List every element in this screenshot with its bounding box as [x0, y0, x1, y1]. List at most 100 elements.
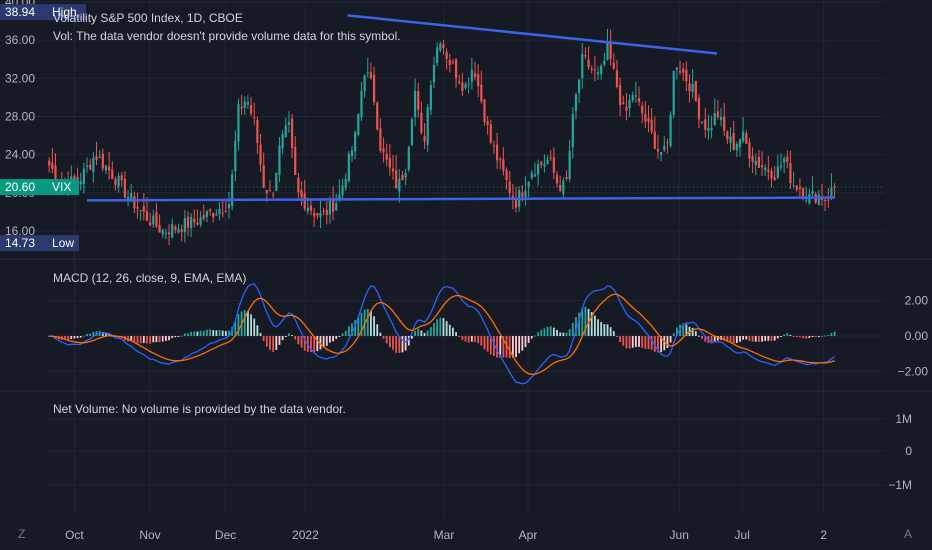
candle-body — [82, 168, 85, 185]
candle-body — [319, 212, 322, 217]
candle-body — [306, 207, 309, 212]
candle-body — [117, 176, 120, 187]
auto-scale-button[interactable]: A — [904, 527, 913, 541]
macd-histogram-bar — [464, 336, 467, 342]
macd-histogram-bar — [833, 331, 836, 336]
macd-histogram-bar — [631, 336, 634, 348]
candle-body — [256, 120, 259, 143]
macd-histogram-bar — [392, 336, 394, 350]
x-tick-label: Jul — [735, 528, 750, 542]
candle-body — [382, 148, 385, 153]
macd-histogram-bar — [101, 332, 104, 336]
macd-histogram-bar — [600, 321, 603, 336]
candle-body — [190, 216, 193, 228]
candle-body — [426, 107, 429, 145]
candle-body — [221, 212, 224, 214]
macd-histogram-bar — [830, 333, 833, 336]
candle-body — [675, 67, 678, 70]
candle-body — [738, 139, 742, 148]
macd-histogram-bar — [770, 336, 773, 341]
candle-body — [537, 164, 540, 175]
macd-histogram-bar — [439, 317, 442, 336]
candle-body — [98, 156, 101, 158]
candle-body — [732, 133, 735, 150]
macd-histogram-bar — [540, 329, 543, 336]
candle-body — [186, 216, 190, 228]
price-label-tag: High — [52, 5, 77, 19]
candle-body — [448, 59, 451, 66]
price-label-tag: Low — [52, 236, 74, 250]
candle-body — [89, 164, 92, 170]
candle-body — [278, 145, 281, 176]
price-label-tag: VIX — [52, 180, 71, 194]
candle-body — [587, 59, 590, 68]
candle-body — [243, 101, 246, 108]
macd-histogram-bar — [704, 336, 707, 342]
macd-histogram-bar — [376, 324, 379, 336]
macd-histogram-bar — [347, 326, 350, 336]
candle-body — [779, 165, 783, 168]
candle-body — [114, 179, 117, 186]
candle-body — [480, 84, 483, 102]
candle-body — [111, 169, 114, 179]
candle-body — [786, 156, 789, 163]
macd-histogram-bar — [335, 336, 338, 340]
candle-body — [489, 124, 492, 143]
candle-body — [612, 62, 615, 69]
macd-histogram-bar — [470, 336, 473, 342]
price-label-value: 20.60 — [5, 180, 35, 194]
candle-body — [527, 181, 530, 188]
candle-body — [644, 113, 647, 122]
macd-histogram-bar — [344, 330, 347, 336]
candle-body — [798, 187, 802, 190]
macd-histogram-bar — [237, 314, 240, 336]
macd-histogram-bar — [723, 336, 726, 341]
macd-y-tick-label: 0.00 — [905, 329, 929, 343]
zoom-toggle-button[interactable]: Z — [18, 527, 26, 541]
candle-body — [760, 165, 764, 168]
macd-histogram-bar — [288, 333, 290, 336]
candle-body — [104, 165, 108, 171]
macd-histogram-bar — [814, 336, 817, 338]
macd-histogram-bar — [761, 336, 763, 342]
candle-body — [499, 158, 502, 160]
candle-body — [268, 190, 272, 192]
candle-body — [303, 193, 306, 209]
macd-histogram-bar — [243, 310, 246, 336]
candle-body — [615, 70, 619, 88]
candle-body — [625, 106, 628, 111]
macd-histogram-bar — [786, 333, 789, 336]
candle-body — [354, 132, 357, 152]
macd-histogram-bar — [486, 336, 489, 352]
macd-histogram-bar — [152, 336, 155, 343]
macd-histogram-bar — [657, 336, 659, 353]
candle-body — [123, 178, 127, 198]
macd-histogram-bar — [590, 312, 593, 336]
candle-body — [196, 222, 199, 225]
macd-histogram-bar — [754, 336, 757, 342]
macd-histogram-bar — [537, 332, 540, 336]
candle-body — [350, 150, 354, 157]
macd-histogram-bar — [634, 336, 637, 347]
y-tick-label: 32.00 — [5, 71, 35, 85]
candle-body — [603, 60, 606, 65]
chart-title: Volatility S&P 500 Index, 1D, CBOE — [53, 11, 243, 25]
macd-histogram-bar — [319, 336, 322, 350]
macd-histogram-bar — [234, 321, 237, 336]
candle-body — [120, 175, 123, 181]
macd-histogram-bar — [105, 332, 107, 336]
candle-body — [234, 140, 237, 172]
candle-body — [492, 145, 496, 147]
y-tick-label: 16.00 — [5, 224, 35, 238]
candle-body — [177, 228, 180, 233]
candle-body — [73, 175, 76, 181]
macd-histogram-bar — [792, 336, 795, 337]
macd-histogram-bar — [805, 336, 808, 339]
macd-histogram-bar — [161, 336, 164, 342]
candle-body — [751, 155, 754, 163]
candle-body — [136, 207, 139, 209]
candle-body — [193, 218, 196, 223]
macd-histogram-bar — [688, 326, 691, 336]
macd-histogram-bar — [411, 336, 413, 339]
